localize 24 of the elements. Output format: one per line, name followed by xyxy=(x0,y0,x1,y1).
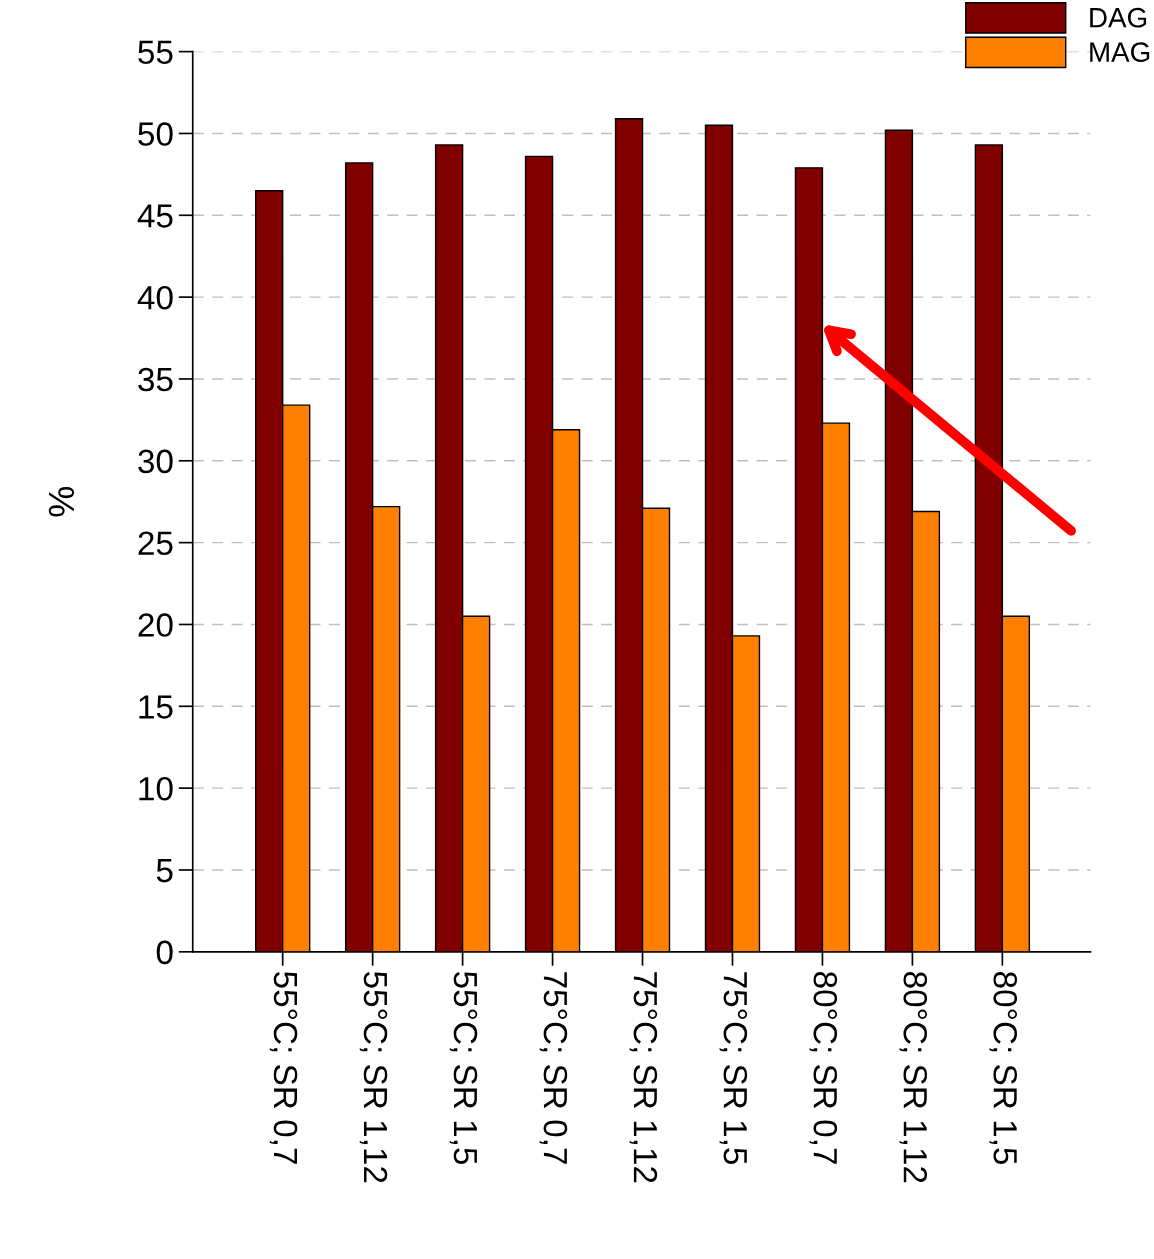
x-tick-label: 80°C; SR 0,7 xyxy=(809,972,838,1164)
y-tick-label: 30 xyxy=(138,449,173,474)
x-tick-label: 55°C; SR 0,7 xyxy=(269,971,298,1164)
legend-label: MAG xyxy=(1090,42,1150,62)
x-tick-label: 75°C; SR 0,7 xyxy=(539,972,568,1164)
y-tick-label: 40 xyxy=(137,285,173,310)
y-tick-label: 5 xyxy=(156,859,173,883)
y-tick-label: 25 xyxy=(138,531,173,556)
y-tick-label: 45 xyxy=(137,204,173,228)
x-tick-label: 80°C; SR 1,12 xyxy=(899,972,928,1183)
y-tick-label: 50 xyxy=(138,122,173,146)
x-tick-label: 55°C; SR 1,5 xyxy=(449,971,478,1165)
y-tick-label: 0 xyxy=(156,940,173,965)
x-tick-label: 75°C; SR 1,5 xyxy=(719,972,748,1165)
x-tick-label: 75°C; SR 1,12 xyxy=(629,972,658,1183)
legend-label: DAG xyxy=(1090,7,1147,28)
x-tick-label: 55°C; SR 1,12 xyxy=(359,971,388,1183)
y-tick-label: 55 xyxy=(138,40,173,65)
x-tick-label: 80°C; SR 1,5 xyxy=(989,972,1018,1165)
y-axis-title: % xyxy=(48,486,75,517)
y-tick-label: 10 xyxy=(139,776,173,801)
y-tick-label: 15 xyxy=(139,695,173,719)
y-tick-label: 35 xyxy=(138,367,173,392)
y-tick-label: 20 xyxy=(138,613,173,637)
